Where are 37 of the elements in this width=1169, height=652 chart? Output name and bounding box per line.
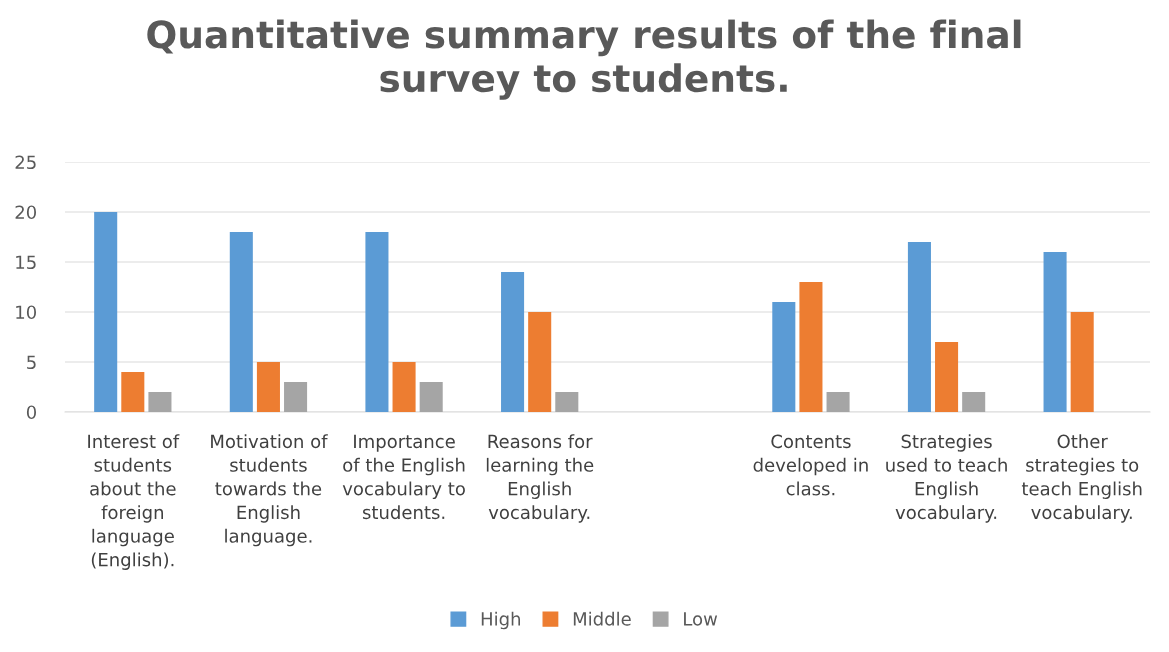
y-tick-label: 15 xyxy=(16,255,36,270)
bar xyxy=(907,242,931,412)
x-tick-label: Other strategies to teach English vocabulary. xyxy=(1021,434,1142,523)
x-tick-label: Importance of the English vocabulary to students. xyxy=(342,434,465,520)
legend-label: High xyxy=(481,611,520,630)
bar xyxy=(419,382,443,412)
y-tick-label: 25 xyxy=(15,155,36,170)
bar xyxy=(528,312,552,412)
y-tick-label: 5 xyxy=(27,355,36,370)
x-tick-label: Interest of students about the foreign language (English). xyxy=(88,434,180,570)
x-tick-label: Strategies used to teach English vocabulary. xyxy=(886,434,1007,523)
bar xyxy=(1070,312,1094,412)
bar xyxy=(148,392,172,412)
bar xyxy=(772,302,796,412)
bar xyxy=(392,362,416,412)
bar xyxy=(229,232,253,412)
bar xyxy=(826,392,850,412)
bar xyxy=(501,272,525,412)
bar xyxy=(1043,252,1067,412)
legend-label: Low xyxy=(684,612,718,626)
x-tick-label: Motivation of students towards the English language. xyxy=(211,434,328,547)
bar xyxy=(94,212,118,412)
bar xyxy=(935,342,959,412)
y-tick-label: 10 xyxy=(16,305,37,320)
legend-label: Middle xyxy=(573,611,631,626)
y-tick-label: 0 xyxy=(26,405,37,420)
bar xyxy=(121,372,145,412)
bar xyxy=(962,392,986,412)
bar xyxy=(256,362,280,412)
bar xyxy=(365,232,389,412)
x-tick-label: Contents developed in class. xyxy=(753,434,868,496)
chart-title: Quantitative summary results of the final survey to students. xyxy=(147,19,1021,100)
bar xyxy=(799,282,823,412)
bar xyxy=(284,382,308,412)
bar xyxy=(555,392,579,412)
y-tick-label: 20 xyxy=(15,205,37,220)
x-tick-label: Reasons for learning the English vocabulary. xyxy=(486,434,594,523)
